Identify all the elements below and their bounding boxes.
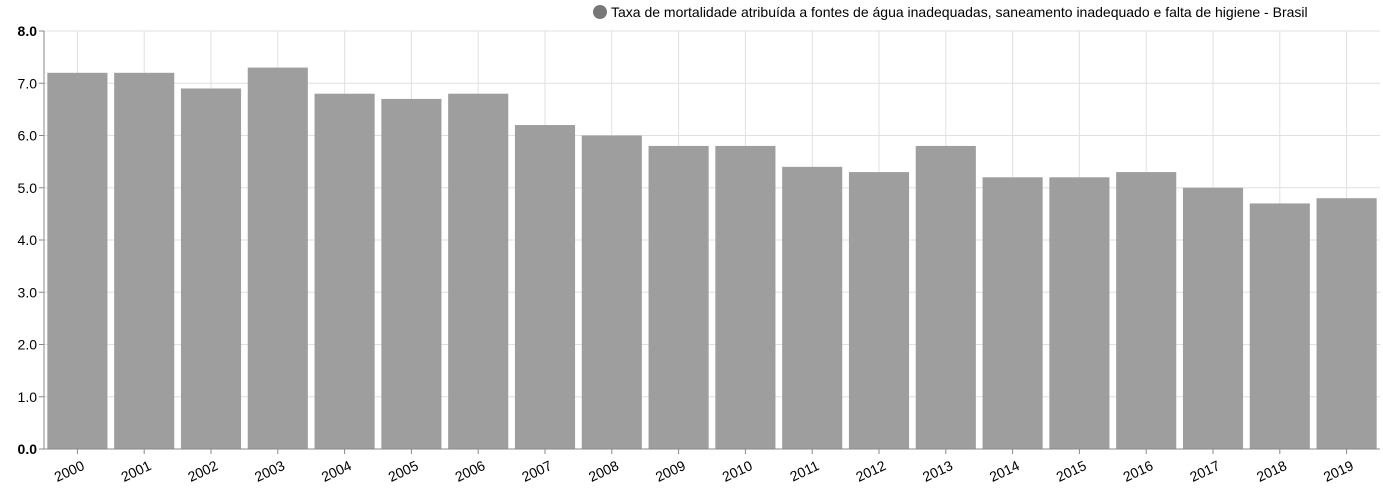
y-tick-label: 6.0 bbox=[18, 128, 38, 144]
bar-2007[interactable] bbox=[514, 125, 576, 450]
bar-2000[interactable] bbox=[47, 72, 108, 450]
x-tick-label: 2012 bbox=[853, 457, 888, 485]
bar-2013[interactable] bbox=[915, 145, 976, 449]
bar-2002[interactable] bbox=[180, 88, 242, 449]
y-tick-label: 2.0 bbox=[18, 337, 38, 353]
x-tick-label: 2006 bbox=[452, 457, 487, 485]
x-tick-label: 2009 bbox=[653, 457, 688, 485]
x-tick-label: 2004 bbox=[319, 457, 354, 485]
legend-label: Taxa de mortalidade atribuída a fontes d… bbox=[611, 4, 1308, 20]
bar-2012[interactable] bbox=[848, 172, 910, 449]
x-tick-label: 2007 bbox=[519, 457, 554, 485]
bars-layer bbox=[47, 67, 1377, 450]
x-tick-label: 2000 bbox=[52, 457, 87, 485]
x-tick-label: 2019 bbox=[1321, 457, 1356, 485]
x-tick-label: 2001 bbox=[118, 457, 153, 485]
bar-2004[interactable] bbox=[314, 93, 375, 449]
x-tick-label: 2016 bbox=[1120, 457, 1155, 485]
legend-marker-icon bbox=[593, 5, 607, 19]
bar-2019[interactable] bbox=[1316, 198, 1377, 449]
y-tick-label: 1.0 bbox=[18, 389, 38, 405]
bar-2005[interactable] bbox=[381, 98, 442, 450]
bar-2003[interactable] bbox=[247, 67, 308, 449]
bar-2001[interactable] bbox=[114, 72, 175, 450]
y-axis: 0.0 1.0 2.0 3.0 4.0 5.0 6.0 7.0 8.0 bbox=[18, 23, 45, 457]
y-tick-label: 8.0 bbox=[18, 23, 38, 39]
x-tick-label: 2015 bbox=[1054, 457, 1089, 485]
grid-layer bbox=[44, 30, 1380, 450]
bar-2015[interactable] bbox=[1049, 177, 1110, 450]
bar-2016[interactable] bbox=[1116, 172, 1177, 449]
x-tick-label: 2005 bbox=[386, 457, 421, 485]
x-tick-label: 2018 bbox=[1254, 457, 1289, 485]
bar-2009[interactable] bbox=[648, 145, 709, 449]
y-tick-label: 0.0 bbox=[18, 441, 38, 457]
x-tick-label: 2010 bbox=[720, 457, 755, 485]
bar-2008[interactable] bbox=[581, 135, 642, 450]
y-tick-label: 5.0 bbox=[18, 180, 38, 196]
y-tick-label: 4.0 bbox=[18, 232, 38, 248]
bar-2010[interactable] bbox=[715, 145, 776, 449]
bar-2011[interactable] bbox=[782, 166, 843, 449]
legend[interactable]: Taxa de mortalidade atribuída a fontes d… bbox=[593, 4, 1308, 20]
x-tick-label: 2013 bbox=[920, 457, 955, 485]
bar-2006[interactable] bbox=[448, 93, 509, 449]
bar-2018[interactable] bbox=[1249, 203, 1310, 449]
x-axis: 2000 2001 2002 2003 2004 2005 2006 2007 2008 2009… bbox=[44, 448, 1380, 485]
x-tick-label: 2002 bbox=[185, 457, 220, 485]
x-tick-label: 2014 bbox=[987, 457, 1022, 485]
x-tick-label: 2011 bbox=[787, 457, 821, 484]
x-tick-label: 2017 bbox=[1187, 457, 1222, 485]
bar-2017[interactable] bbox=[1182, 187, 1244, 449]
y-tick-label: 7.0 bbox=[18, 75, 38, 91]
y-tick-label: 3.0 bbox=[18, 284, 38, 300]
x-tick-label: 2003 bbox=[252, 457, 287, 485]
bar-2014[interactable] bbox=[982, 177, 1043, 450]
x-tick-label: 2008 bbox=[586, 457, 621, 485]
